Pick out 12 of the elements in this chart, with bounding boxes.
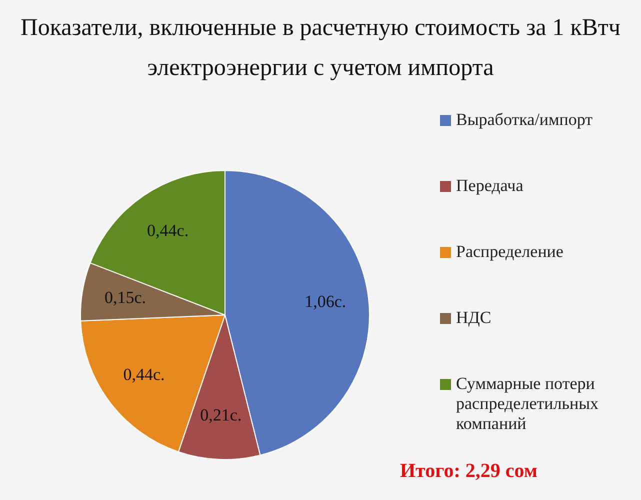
legend-label: НДС [456, 308, 492, 328]
legend-label: Суммарные потери распределетильных компаний [456, 374, 600, 434]
chart-title: Показатели, включенные в расчетную стоимость за 1 кВтч электроэнергии с учетом импорта [20, 14, 622, 83]
data-label: 0,15с. [104, 288, 146, 307]
data-label: 0,44с. [123, 365, 165, 384]
data-label: 1,06с. [304, 292, 346, 312]
legend-label: Выработка/импорт [456, 110, 593, 130]
data-label: 0,21с. [200, 406, 242, 425]
legend-label: Передача [456, 176, 524, 196]
data-label: 0,44с. [147, 221, 189, 240]
text: Итого: 2,29 сом [400, 460, 538, 483]
legend-label: Распределение [456, 242, 564, 262]
